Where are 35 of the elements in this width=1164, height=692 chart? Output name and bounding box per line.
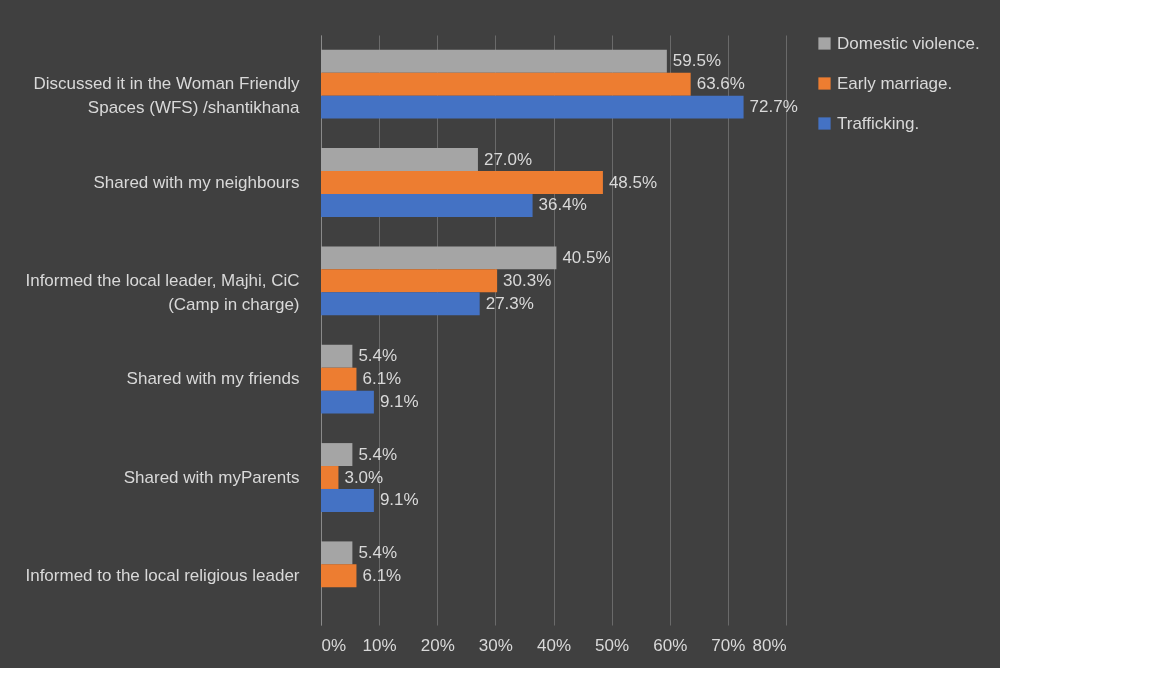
x-tick-label: 10% [362,635,397,655]
data-label: 72.7% [749,97,798,117]
y-tick-label: Shared with myParents [123,467,300,487]
data-label: 36.4% [538,195,587,215]
data-label: 63.6% [696,74,745,94]
x-tick-label: 20% [420,635,455,655]
data-label: 27.0% [483,149,533,169]
data-label: 3.0% [344,467,384,487]
x-tick-label: 80% [752,635,787,655]
data-label: 40.5% [562,247,611,267]
y-tick-label: Discussed it in the Woman Friendly Spaces (WFS) /shantikhana [33,74,301,118]
data-label: 27.3% [485,293,534,313]
x-tick-label: 30% [478,635,513,655]
y-tick-label: Shared with my friends [126,369,300,389]
data-label: 30.3% [503,270,552,290]
y-tick-label: Informed to the local religious leader [25,565,300,585]
x-tick-label: 70% [711,635,746,655]
y-tick-label: Shared with my neighbours [93,172,300,192]
data-label: 48.5% [608,172,658,192]
data-label: 9.1% [379,490,419,510]
data-label: 9.1% [379,392,419,412]
data-label: 5.4% [358,346,398,366]
x-tick-label: 60% [653,635,688,655]
data-label: 59.5% [672,51,722,71]
data-label: 6.1% [362,565,402,585]
x-tick-label: 0% [321,635,347,655]
legend-label: Early marriage. [837,73,953,93]
x-tick-label: 40% [536,635,572,655]
x-tick-label: 50% [595,635,630,655]
data-label: 5.4% [358,444,398,464]
data-label: 5.4% [358,542,398,562]
legend-label: Trafficking. [837,113,920,133]
data-label: 6.1% [362,369,402,389]
y-tick-label: Informed the local leader, Majhi, CiC (Camp in charge) [25,270,300,314]
legend-label: Domestic violence. [837,33,980,53]
